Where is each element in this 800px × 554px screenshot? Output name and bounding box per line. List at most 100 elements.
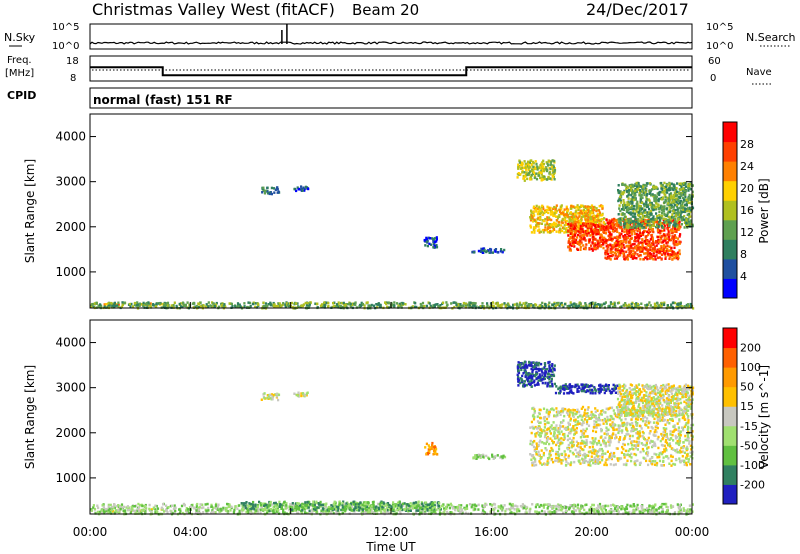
scatter-cell [512, 511, 515, 515]
scatter-cell [426, 240, 429, 243]
scatter-cell [535, 503, 538, 507]
scatter-cell [650, 255, 653, 258]
scatter-cell [613, 251, 617, 255]
scatter-cell [677, 507, 680, 510]
scatter-cell [308, 304, 311, 307]
freq-trace [90, 66, 692, 77]
scatter-cell [491, 508, 494, 511]
scatter-cell [419, 306, 422, 309]
scatter-cell [629, 202, 632, 205]
scatter-cell [610, 227, 613, 230]
scatter-cell [272, 301, 275, 305]
scatter-cell [619, 223, 622, 226]
scatter-cell [547, 177, 550, 180]
scatter-cell [578, 219, 581, 223]
scatter-cell [607, 227, 611, 230]
scatter-cell [105, 303, 108, 306]
scatter-cell [642, 511, 645, 515]
scatter-cell [651, 306, 654, 309]
scatter-cell [598, 221, 601, 225]
scatter-cell [156, 507, 160, 510]
scatter-cell [651, 228, 654, 231]
scatter-cell [678, 249, 681, 252]
scatter-cell [628, 234, 631, 237]
scatter-cell [634, 246, 637, 250]
scatter-cell [655, 304, 658, 308]
scatter-cell [597, 504, 600, 507]
scatter-cell [591, 249, 594, 252]
scatter-cell [639, 199, 642, 203]
scatter-cell [311, 510, 314, 513]
scatter-cell [360, 301, 363, 305]
scatter-cell [640, 302, 643, 305]
scatter-cell [212, 302, 215, 306]
scatter-cell [337, 510, 340, 513]
scatter-cell [131, 505, 134, 508]
scatter-cell [185, 509, 188, 512]
scatter-cell [672, 215, 675, 219]
scatter-cell [626, 254, 629, 257]
scatter-cell [489, 503, 492, 506]
scatter-cell [570, 205, 573, 208]
scatter-cell [536, 229, 539, 232]
scatter-cell [668, 186, 671, 190]
scatter-cell [580, 229, 583, 233]
scatter-cell [584, 247, 587, 251]
scatter-cell [622, 243, 625, 247]
scatter-cell [645, 195, 648, 199]
scatter-cell [528, 161, 531, 164]
scatter-cell [643, 218, 646, 222]
scatter-cell [652, 221, 655, 224]
scatter-cell [646, 303, 649, 307]
scatter-cell [111, 505, 114, 509]
scatter-cell [666, 506, 670, 509]
ytick-label: 3000 [55, 175, 86, 189]
scatter-cell [616, 221, 619, 225]
scatter-cell [634, 188, 637, 191]
scatter-cell [535, 204, 538, 208]
scatter-cell [518, 303, 521, 306]
nsky-tick-bottom: 10^0 [52, 41, 79, 52]
scatter-cell [640, 509, 643, 512]
scatter-cell [681, 201, 684, 204]
scatter-cell [660, 224, 664, 228]
scatter-cell [532, 171, 536, 174]
scatter-cell [601, 224, 605, 227]
scatter-cell [577, 507, 580, 511]
scatter-cell [496, 304, 499, 307]
scatter-cell [547, 226, 550, 229]
scatter-cell [128, 508, 131, 511]
scatter-cell [535, 177, 539, 181]
scatter-cell [642, 508, 645, 512]
scatter-cell [569, 219, 572, 222]
scatter-cell [685, 306, 688, 309]
scatter-cell [659, 231, 662, 235]
scatter-cell [550, 160, 553, 164]
scatter-cell [647, 244, 650, 247]
scatter-cell [570, 222, 573, 225]
scatter-cell [615, 239, 618, 242]
scatter-cell [162, 503, 165, 506]
scatter-cell [236, 302, 240, 305]
scatter-cell [645, 215, 648, 219]
scatter-cell [672, 208, 675, 212]
scatter-cell [473, 251, 476, 254]
scatter-cell [615, 509, 618, 512]
scatter-cell [579, 237, 582, 241]
scatter-cell [650, 257, 653, 260]
scatter-cell [546, 218, 549, 222]
scatter-cell [557, 223, 561, 227]
scatter-cell [676, 220, 679, 224]
scatter-cell [105, 509, 108, 513]
scatter-cell [688, 183, 691, 186]
freq-tick-bottom: 8 [70, 73, 76, 84]
scatter-cell [432, 246, 435, 249]
scatter-cell [565, 230, 568, 234]
scatter-cell [552, 164, 555, 167]
scatter-cell [446, 510, 449, 514]
scatter-cell [414, 301, 417, 305]
scatter-cell [514, 504, 517, 508]
scatter-cell [421, 510, 424, 513]
scatter-cell [564, 302, 567, 306]
scatter-cell [657, 225, 660, 229]
